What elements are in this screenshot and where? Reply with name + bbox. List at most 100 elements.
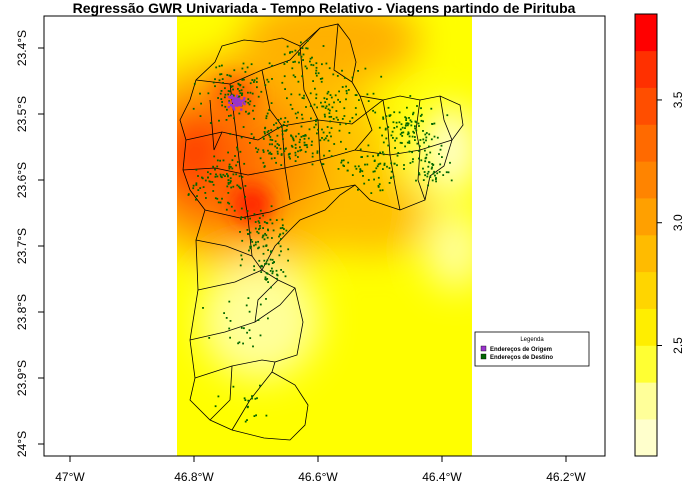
destination-point bbox=[241, 79, 244, 81]
y-tick-label: 23.7°S bbox=[15, 228, 29, 264]
destination-point bbox=[285, 147, 287, 150]
destination-point bbox=[328, 67, 331, 70]
district-line bbox=[197, 269, 263, 291]
destination-point bbox=[285, 129, 287, 132]
origin-point bbox=[236, 99, 240, 102]
destination-point bbox=[243, 78, 245, 81]
destination-point bbox=[323, 113, 326, 116]
destination-point bbox=[299, 138, 301, 141]
destination-point bbox=[253, 244, 255, 247]
destination-point bbox=[379, 162, 382, 165]
destination-point bbox=[315, 93, 318, 96]
destination-point bbox=[229, 320, 232, 322]
destination-point bbox=[406, 106, 408, 109]
destination-point bbox=[247, 91, 249, 94]
destination-point bbox=[255, 147, 257, 150]
destination-point bbox=[270, 286, 272, 289]
destination-point bbox=[323, 138, 326, 141]
destination-point bbox=[390, 176, 393, 179]
destination-point bbox=[435, 178, 437, 181]
destination-point bbox=[384, 128, 387, 131]
destination-point bbox=[322, 163, 325, 165]
destination-point bbox=[269, 218, 272, 221]
destination-point bbox=[251, 241, 254, 243]
destination-point bbox=[282, 138, 284, 140]
destination-point bbox=[425, 139, 427, 142]
destination-point bbox=[295, 135, 297, 138]
destination-point bbox=[230, 85, 233, 88]
origin-points bbox=[227, 94, 246, 111]
destination-point bbox=[217, 97, 219, 99]
destination-point bbox=[265, 272, 268, 274]
destination-point bbox=[262, 252, 265, 255]
destination-point bbox=[389, 114, 392, 116]
surface-hotspot-center bbox=[232, 185, 272, 225]
destination-point bbox=[429, 151, 432, 154]
destination-point bbox=[219, 92, 222, 95]
destination-point bbox=[420, 119, 423, 122]
destination-point bbox=[266, 259, 269, 262]
destination-point bbox=[286, 125, 288, 127]
destination-point bbox=[359, 170, 361, 173]
destination-point bbox=[432, 163, 435, 166]
destination-point bbox=[378, 183, 381, 186]
destination-point bbox=[271, 222, 274, 225]
destination-point bbox=[360, 156, 363, 158]
destination-point bbox=[271, 272, 274, 275]
destination-point bbox=[241, 258, 243, 261]
destination-point bbox=[224, 175, 226, 177]
destination-point bbox=[316, 152, 319, 154]
destination-point bbox=[273, 123, 275, 126]
destination-point bbox=[262, 161, 265, 164]
destination-point bbox=[227, 90, 230, 92]
destination-point bbox=[354, 165, 357, 168]
destination-point bbox=[396, 164, 398, 167]
legend-swatch-origin bbox=[480, 345, 487, 352]
destination-point bbox=[409, 95, 412, 97]
destination-point bbox=[223, 96, 226, 99]
destination-point bbox=[412, 158, 414, 160]
destination-point bbox=[298, 61, 300, 64]
destination-point bbox=[276, 147, 278, 149]
origin-point bbox=[233, 104, 236, 107]
destination-point bbox=[311, 155, 314, 158]
destination-point bbox=[228, 165, 231, 168]
destination-point bbox=[301, 117, 304, 120]
destination-point bbox=[218, 119, 220, 122]
destination-point bbox=[280, 126, 283, 128]
destination-point bbox=[271, 64, 273, 67]
destination-point bbox=[294, 49, 297, 52]
destination-point bbox=[319, 78, 322, 80]
destination-point bbox=[345, 85, 347, 88]
destination-point bbox=[357, 165, 360, 168]
destination-point bbox=[248, 103, 251, 106]
destination-point bbox=[339, 123, 342, 126]
destination-point bbox=[296, 116, 298, 119]
destination-point bbox=[197, 175, 199, 177]
destination-point bbox=[282, 123, 285, 126]
destination-point bbox=[244, 185, 247, 187]
destination-point bbox=[195, 182, 198, 185]
district-line bbox=[354, 95, 373, 151]
destination-point bbox=[243, 397, 246, 400]
destination-point bbox=[270, 157, 273, 160]
origin-point bbox=[232, 96, 235, 99]
destination-point bbox=[394, 139, 396, 142]
destination-point bbox=[418, 157, 420, 160]
destination-point bbox=[337, 118, 339, 121]
destination-point bbox=[409, 162, 412, 164]
destination-point bbox=[285, 128, 288, 131]
colorbar-frame bbox=[634, 13, 658, 457]
destination-point bbox=[267, 249, 269, 251]
destination-point bbox=[417, 150, 420, 152]
district-line bbox=[209, 99, 223, 151]
destination-point bbox=[281, 133, 284, 136]
destination-point bbox=[326, 135, 328, 137]
destination-point bbox=[294, 160, 297, 162]
destination-point bbox=[385, 137, 388, 140]
district-line bbox=[333, 23, 353, 83]
destination-point bbox=[377, 176, 380, 179]
destination-point bbox=[328, 112, 331, 115]
destination-point bbox=[433, 122, 436, 125]
destination-point bbox=[377, 185, 380, 187]
